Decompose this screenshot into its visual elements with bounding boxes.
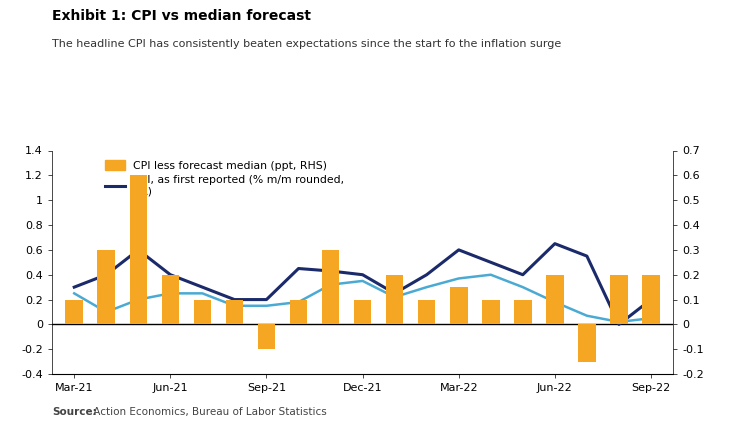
- Text: The headline CPI has consistently beaten expectations since the start fo the inf: The headline CPI has consistently beaten…: [52, 39, 561, 49]
- Bar: [258, 324, 275, 349]
- Bar: [578, 324, 596, 362]
- Text: Exhibit 1: CPI vs median forecast: Exhibit 1: CPI vs median forecast: [52, 9, 311, 23]
- Bar: [514, 300, 531, 324]
- Bar: [161, 275, 179, 324]
- Bar: [289, 300, 307, 324]
- Text: Source:: Source:: [52, 407, 96, 417]
- Bar: [98, 250, 115, 324]
- Bar: [194, 300, 211, 324]
- Bar: [450, 287, 468, 324]
- Bar: [610, 275, 628, 324]
- Bar: [322, 250, 340, 324]
- Bar: [418, 300, 436, 324]
- Bar: [354, 300, 371, 324]
- Bar: [130, 175, 147, 324]
- Bar: [482, 300, 500, 324]
- Bar: [226, 300, 243, 324]
- Bar: [386, 275, 403, 324]
- Bar: [546, 275, 564, 324]
- Text: Action Economics, Bureau of Labor Statistics: Action Economics, Bureau of Labor Statis…: [90, 407, 327, 417]
- Bar: [65, 300, 83, 324]
- Bar: [642, 275, 660, 324]
- Legend: CPI less forecast median (ppt, RHS), CPI, as first reported (% m/m rounded,
SA): CPI less forecast median (ppt, RHS), CPI…: [101, 156, 349, 201]
